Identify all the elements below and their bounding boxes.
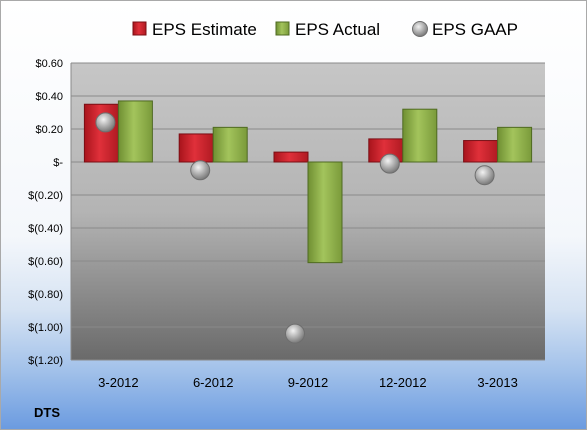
legend-swatch-eps-estimate xyxy=(132,21,147,36)
y-tick-label: $(0.40) xyxy=(28,223,63,235)
legend-label: EPS Actual xyxy=(295,20,380,39)
bar-eps-actual xyxy=(307,161,343,264)
y-tick-label: $(1.00) xyxy=(28,322,63,334)
bar-eps-estimate xyxy=(178,133,214,163)
legend-label: EPS Estimate xyxy=(152,20,257,39)
y-tick-label: $- xyxy=(53,157,63,169)
bar-eps-actual xyxy=(212,126,248,163)
x-tick-label: 12-2012 xyxy=(379,375,427,390)
x-tick-label: 3-2013 xyxy=(477,375,517,390)
bar-eps-actual xyxy=(402,108,438,163)
legend: EPS Estimate EPS Actual EPS GAAP xyxy=(132,20,518,39)
y-tick-label: $(0.60) xyxy=(28,256,63,268)
y-tick-label: $0.20 xyxy=(35,124,63,136)
bar-eps-estimate xyxy=(83,103,119,163)
x-tick-label: 3-2012 xyxy=(98,375,138,390)
ticker-label: DTS xyxy=(34,405,60,420)
point-eps-gaap xyxy=(285,323,305,344)
y-axis-ticks: $0.60 $0.40 $0.20 $- $(0.20) $(0.40) $(0.60) $(… xyxy=(28,58,63,367)
bar-eps-actual xyxy=(497,126,533,163)
gaap-points xyxy=(95,112,495,344)
y-tick-label: $0.60 xyxy=(35,58,63,70)
x-tick-label: 6-2012 xyxy=(193,375,233,390)
x-tick-label: 9-2012 xyxy=(288,375,328,390)
legend-swatch-eps-gaap xyxy=(412,21,428,37)
y-tick-label: $(0.20) xyxy=(28,190,63,202)
y-tick-label: $(0.80) xyxy=(28,289,63,301)
legend-swatch-eps-actual xyxy=(275,21,290,36)
point-eps-gaap xyxy=(379,153,400,174)
y-tick-label: $0.40 xyxy=(35,91,63,103)
y-tick-label: $(1.20) xyxy=(28,355,63,367)
x-axis-labels: 3-2012 6-2012 9-2012 12-2012 3-2013 xyxy=(98,375,518,390)
bar-eps-actual xyxy=(117,100,153,163)
point-eps-gaap xyxy=(95,112,116,133)
bar-eps-estimate xyxy=(273,151,309,163)
bar-eps-estimate xyxy=(463,140,499,163)
point-eps-gaap xyxy=(190,160,211,181)
legend-label: EPS GAAP xyxy=(432,20,518,39)
point-eps-gaap xyxy=(474,165,495,186)
